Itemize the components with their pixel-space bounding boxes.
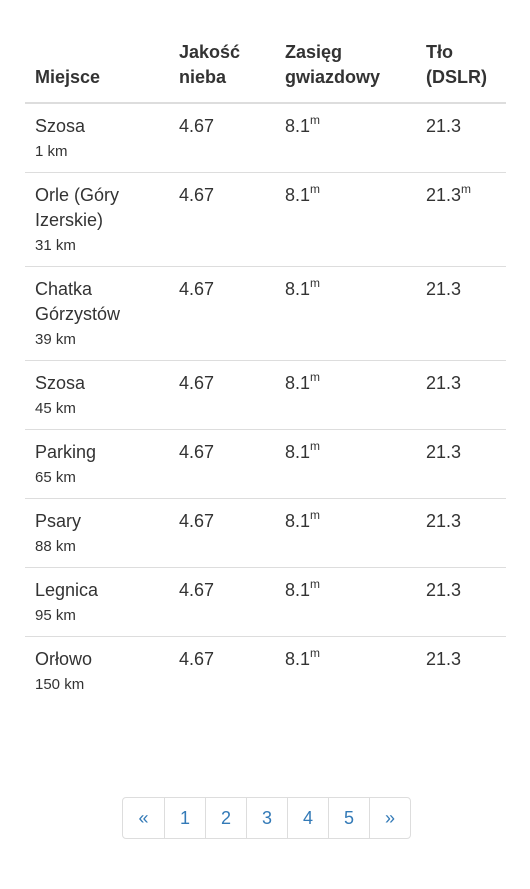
cell-sky-quality: 4.67 [169,266,275,361]
magnitude-unit: m [310,276,321,290]
cell-place: Szosa 45 km [25,360,169,430]
table-row: Orłowo 150 km 4.67 8.1m 21.3 [25,636,506,705]
cell-star-range: 8.1m [275,266,416,361]
table-row: Orle (Góry Izerskie) 31 km 4.67 8.1m 21.3m [25,172,506,267]
header-background: Tło (DSLR) [416,30,506,104]
cell-star-range: 8.1m [275,103,416,173]
pagination-page-1[interactable]: 1 [164,798,205,838]
cell-star-range: 8.1m [275,172,416,267]
magnitude-unit: m [310,577,321,591]
place-distance: 95 km [35,607,76,624]
pagination-page-5[interactable]: 5 [328,798,369,838]
cell-background: 21.3 [416,567,506,637]
header-row: Miejsce Jakość nieba Zasięg gwiazdowy Tł… [25,30,506,104]
cell-star-range: 8.1m [275,429,416,499]
pagination-next[interactable]: » [369,798,410,838]
table-row: Psary 88 km 4.67 8.1m 21.3 [25,498,506,568]
place-distance: 39 km [35,331,76,348]
star-range-value: 8.1 [285,442,311,462]
cell-place: Orłowo 150 km [25,636,169,705]
magnitude-unit: m [310,646,321,660]
pagination-page-4[interactable]: 4 [287,798,328,838]
place-name: Orłowo [35,649,93,669]
magnitude-unit: m [310,508,321,522]
cell-star-range: 8.1m [275,567,416,637]
place-distance: 31 km [35,237,76,254]
cell-sky-quality: 4.67 [169,567,275,637]
cell-sky-quality: 4.67 [169,636,275,705]
place-distance: 88 km [35,538,76,555]
cell-background: 21.3 [416,498,506,568]
place-distance: 150 km [35,676,85,693]
place-name: Legnica [35,580,99,600]
table-row: Szosa 1 km 4.67 8.1m 21.3 [25,103,506,173]
place-name: Szosa [35,373,86,393]
table-row: Szosa 45 km 4.67 8.1m 21.3 [25,360,506,430]
background-value: 21.3 [426,116,462,136]
table-header: Miejsce Jakość nieba Zasięg gwiazdowy Tł… [25,30,506,104]
cell-background: 21.3 [416,429,506,499]
cell-sky-quality: 4.67 [169,429,275,499]
pagination-prev[interactable]: « [138,808,149,828]
star-range-value: 8.1 [285,580,311,600]
pagination-page-2[interactable]: 2 [205,798,246,838]
cell-background: 21.3 [416,360,506,430]
cell-star-range: 8.1m [275,636,416,705]
place-distance: 65 km [35,469,76,486]
background-value: 21.3 [426,511,462,531]
locations-table: Miejsce Jakość nieba Zasięg gwiazdowy Tł… [25,30,506,705]
cell-place: Chatka Górzystów 39 km [25,266,169,361]
locations-table-container: Miejsce Jakość nieba Zasięg gwiazdowy Tł… [25,30,506,705]
cell-star-range: 8.1m [275,360,416,430]
magnitude-unit: m [310,439,321,453]
place-name: Psary [35,511,82,531]
cell-sky-quality: 4.67 [179,116,215,136]
pagination: « 1 2 3 4 5 » [122,797,411,839]
pagination-page-3[interactable]: 3 [246,798,287,838]
magnitude-unit: m [310,113,321,127]
star-range-value: 8.1 [285,185,311,205]
cell-sky-quality: 4.67 [169,498,275,568]
place-name: Parking [35,442,97,462]
cell-star-range: 8.1m [275,498,416,568]
cell-place: Legnica 95 km [25,567,169,637]
place-name: Chatka Górzystów [35,279,121,324]
star-range-value: 8.1 [285,279,311,299]
star-range-value: 8.1 [285,373,311,393]
cell-sky-quality: 4.67 [169,172,275,267]
place-name: Szosa [35,116,86,136]
star-range-value: 8.1 [285,511,311,531]
star-range-value: 8.1 [285,649,311,669]
table-row: Parking 65 km 4.67 8.1m 21.3 [25,429,506,499]
magnitude-unit: m [310,370,321,384]
cell-background: 21.3 [416,103,506,173]
place-name: Orle (Góry Izerskie) [35,185,120,230]
cell-place: Parking 65 km [25,429,169,499]
cell-place: Psary 88 km [25,498,169,568]
cell-place: Orle (Góry Izerskie) 31 km [25,172,169,267]
magnitude-unit: m [310,182,321,196]
cell-place: Szosa 1 km [25,103,169,173]
place-distance: 1 km [35,143,68,160]
cell-sky-quality: 4.67 [169,360,275,430]
header-sky-quality: Jakość nieba [169,30,275,104]
header-place: Miejsce [25,30,169,104]
background-value: 21.3 [426,279,462,299]
cell-background: 21.3m [416,172,506,267]
cell-background: 21.3 [416,266,506,361]
background-value: 21.3 [426,373,462,393]
background-value: 21.3 [426,649,462,669]
star-range-value: 8.1 [285,116,311,136]
background-value: 21.3 [426,580,462,600]
table-row: Chatka Górzystów 39 km 4.67 8.1m 21.3 [25,266,506,361]
cell-background: 21.3 [416,636,506,705]
background-value: 21.3 [426,442,462,462]
table-row: Legnica 95 km 4.67 8.1m 21.3 [25,567,506,637]
table-body: Szosa 1 km 4.67 8.1m 21.3 Orle (Góry Izerskie… [25,103,506,705]
header-star-range: Zasięg gwiazdowy [275,30,416,104]
background-unit: m [461,182,472,196]
place-distance: 45 km [35,400,76,417]
background-value: 21.3 [426,185,462,205]
